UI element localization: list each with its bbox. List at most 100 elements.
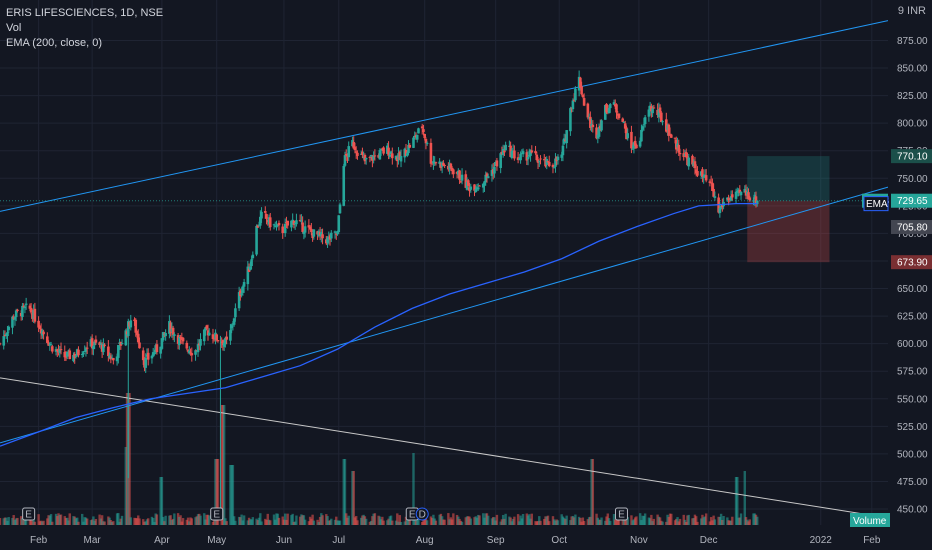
price-axis[interactable]: 450.00 475.00 500.00 525.00 550.00 575.00 600.… [888, 0, 932, 550]
volume-bar [650, 514, 653, 525]
volume-bar [574, 514, 577, 525]
candle-body [237, 292, 241, 309]
volume-bar [215, 459, 218, 525]
volume-bar [189, 517, 192, 525]
candle-body [582, 98, 586, 106]
candle-body [574, 88, 577, 101]
time-tick-label: Jul [332, 535, 345, 546]
price-tag-label: 673.90 [897, 258, 928, 269]
volume-bar [216, 459, 220, 525]
position-tool[interactable] [747, 156, 830, 263]
volume-bar [170, 519, 174, 525]
volume-bar [181, 518, 185, 525]
volume-bar [338, 520, 342, 525]
volume-bar [753, 513, 756, 525]
dividend-marker[interactable] [415, 507, 429, 521]
time-tick-label: 2022 [810, 535, 833, 546]
trendline-upper-channel[interactable] [0, 20, 889, 212]
candle-body [600, 120, 603, 131]
candle-body [591, 124, 595, 128]
volume-bar [711, 520, 714, 525]
volume-bar [630, 515, 633, 525]
candle-body [63, 351, 67, 358]
candle-body [117, 345, 120, 358]
position-loss-zone[interactable] [747, 200, 830, 263]
price-tick-label: 800.00 [897, 119, 928, 130]
candle-body [6, 332, 9, 337]
volume-bar [458, 518, 461, 525]
position-profit-zone[interactable] [747, 156, 830, 201]
candle-body [399, 155, 403, 162]
volume-bar [129, 517, 132, 525]
event-marker-label: D [419, 510, 426, 521]
volume-bar [154, 513, 157, 525]
candle-body [136, 333, 140, 343]
earnings-marker[interactable] [614, 507, 628, 521]
candle-body [493, 167, 496, 174]
candle-body [103, 344, 106, 346]
ema-polyline [0, 202, 758, 447]
candle-body [146, 352, 150, 360]
candle-body [552, 167, 556, 169]
volume-bar [459, 520, 463, 525]
volume-bar [647, 517, 651, 525]
trendline-lower-channel[interactable] [0, 186, 889, 444]
candle-body [141, 350, 145, 361]
volume-bar [734, 477, 738, 525]
candle-body [82, 352, 85, 355]
volume-bar [605, 516, 608, 525]
volume-bar [180, 521, 184, 525]
candle-body [667, 124, 671, 136]
volume-bar [134, 518, 137, 525]
candle-body [85, 347, 89, 349]
earnings-marker[interactable] [22, 507, 36, 521]
volume-bar [164, 515, 167, 525]
price-tick-label: 700.00 [897, 229, 928, 240]
trendlines[interactable] [0, 20, 889, 519]
volume-bar [490, 518, 494, 525]
candle-body [290, 220, 293, 228]
volume-bar [21, 518, 24, 525]
volume-bar [214, 459, 217, 525]
candle-body [701, 169, 704, 177]
candle-body [151, 352, 155, 357]
volume-bar [33, 521, 37, 525]
candle-body [160, 338, 164, 349]
volume-bar [457, 516, 460, 525]
candle-body [466, 180, 470, 186]
volume-bar [539, 520, 542, 525]
candle-body [129, 320, 133, 328]
candle-body [250, 259, 253, 267]
volume-bar [137, 515, 140, 525]
price-tag-label: 729.65 [897, 196, 928, 207]
trendline-descending-line[interactable] [0, 377, 889, 519]
candle-body [16, 309, 19, 312]
volume-bar [147, 518, 150, 525]
volume-bar [657, 516, 661, 525]
volume-bar [731, 516, 734, 525]
volume-bar [308, 516, 312, 525]
volume-bar [204, 519, 207, 525]
volume-bar [231, 465, 235, 525]
volume-bar [722, 515, 725, 525]
volume-bar [58, 514, 61, 525]
earnings-marker[interactable] [210, 507, 224, 521]
candle-body [364, 158, 368, 160]
volume-bar [685, 521, 688, 525]
time-axis[interactable]: Feb Mar Apr May Jun Jul Aug Sep Oct Nov Dec 2022 Feb [30, 535, 881, 546]
volume-bar [604, 520, 607, 525]
volume-bar [545, 516, 548, 525]
volume-bar [89, 520, 93, 525]
volume-bar [333, 519, 337, 525]
volume-bar [310, 518, 313, 525]
candle-body [551, 164, 555, 168]
volume-bar [31, 521, 34, 525]
candle-body [230, 325, 233, 329]
candle-body [408, 144, 412, 148]
candle-body [333, 231, 337, 233]
volume-bar [286, 513, 289, 525]
candle-body [242, 282, 246, 287]
